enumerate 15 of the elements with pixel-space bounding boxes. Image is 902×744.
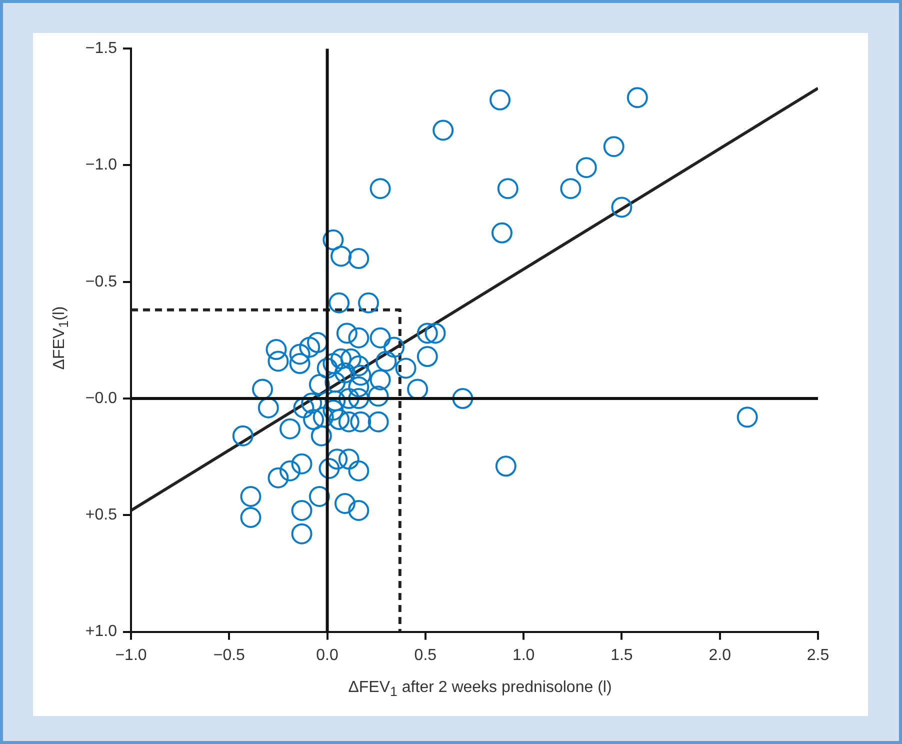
x-tick-label: −1.0: [115, 646, 147, 664]
x-tick-label: 1.0: [512, 646, 535, 664]
y-tick-label: +1.0: [85, 623, 118, 640]
y-tick-label: −0.0: [85, 390, 118, 407]
y-tick-label: +0.5: [85, 506, 118, 524]
x-tick-label: 2.0: [708, 646, 732, 664]
x-tick-label: 0.0: [316, 646, 339, 664]
y-tick-label: −1.0: [85, 156, 118, 174]
x-tick-label: 2.5: [806, 646, 830, 664]
y-tick-label: −0.5: [85, 273, 118, 290]
y-tick-label: −1.5: [85, 40, 118, 58]
x-axis-title: ΔFEV$_{1}$ after 2 weeks prednisolone (l): [347, 679, 613, 700]
x-tick-label: 1.5: [610, 646, 633, 664]
x-tick-label: 0.5: [414, 646, 437, 664]
x-tick-label: −0.5: [213, 646, 246, 664]
